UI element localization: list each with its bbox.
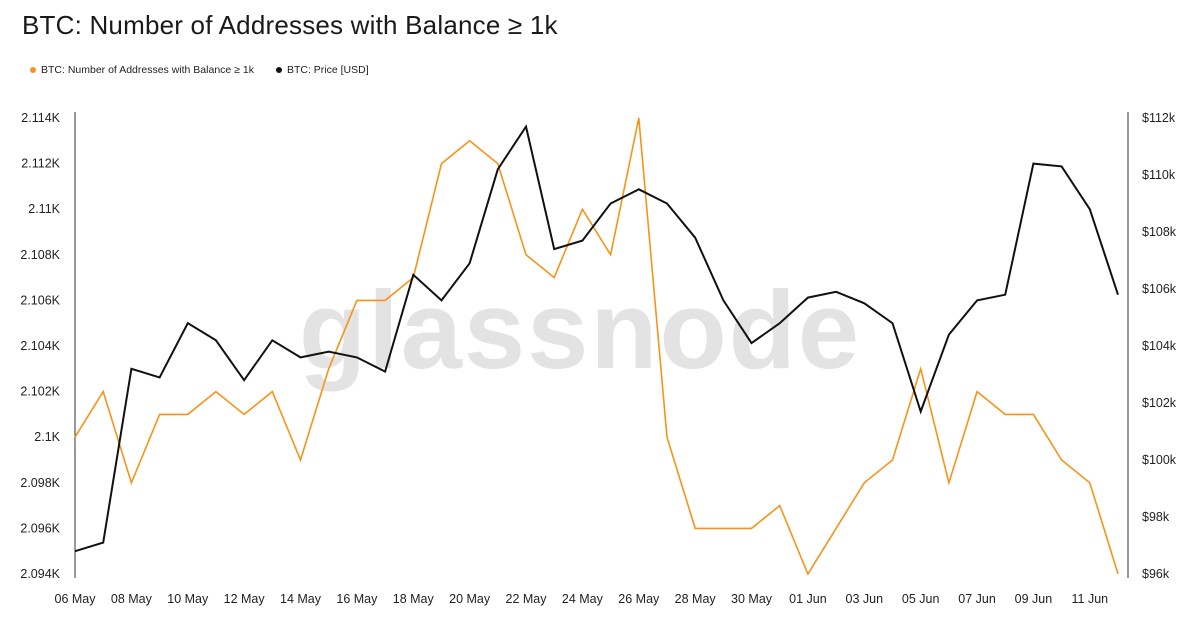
x-tick-label: 03 Jun (846, 592, 884, 606)
legend: BTC: Number of Addresses with Balance ≥ … (30, 64, 391, 76)
right-tick-label: $104k (1142, 339, 1177, 353)
x-tick-label: 06 May (55, 592, 97, 606)
x-tick-label: 05 Jun (902, 592, 940, 606)
x-tick-label: 08 May (111, 592, 153, 606)
legend-dot-price (275, 67, 282, 73)
right-tick-label: $100k (1142, 453, 1177, 467)
left-tick-label: 2.112K (21, 157, 60, 171)
left-tick-label: 2.096K (20, 521, 60, 535)
x-tick-label: 11 Jun (1072, 592, 1109, 606)
right-tick-label: $112k (1142, 111, 1176, 125)
series-layer (74, 117, 1119, 576)
x-tick-label: 14 May (280, 592, 322, 606)
left-tick-label: 2.1K (34, 430, 60, 444)
left-tick-label: 2.104K (20, 339, 60, 353)
watermark: glassnode (299, 269, 861, 392)
right-tick-label: $96k (1142, 567, 1170, 581)
legend-dot-addresses (30, 67, 36, 73)
x-tick-label: 12 May (224, 592, 266, 606)
legend-item-addresses[interactable]: BTC: Number of Addresses with Balance ≥ … (30, 64, 254, 76)
series-line-addresses (74, 117, 1119, 576)
right-tick-label: $106k (1142, 282, 1177, 296)
legend-label-price: BTC: Price [USD] (286, 64, 369, 76)
left-axis-ticks: 2.114K 2.112K 2.11K 2.108K 2.106K 2.104K 2.102… (20, 111, 60, 581)
right-tick-label: $102k (1142, 396, 1177, 410)
legend-label-addresses: BTC: Number of Addresses with Balance ≥ … (41, 64, 254, 76)
x-tick-label: 01 Jun (789, 592, 827, 606)
left-tick-label: 2.098K (20, 476, 60, 490)
right-tick-label: $98k (1142, 510, 1170, 524)
left-tick-label: 2.11K (28, 202, 60, 216)
left-tick-label: 2.094K (20, 567, 60, 581)
x-axis-ticks: 06 May 08 May 10 May 12 May 14 May 16 May 18 M… (55, 592, 1109, 606)
left-tick-label: 2.108K (20, 248, 60, 262)
legend-item-price[interactable]: BTC: Price [USD] (275, 64, 369, 76)
left-tick-label: 2.114K (21, 111, 60, 125)
x-tick-label: 28 May (675, 592, 717, 606)
x-tick-label: 09 Jun (1015, 592, 1053, 606)
x-tick-label: 07 Jun (958, 592, 996, 606)
x-tick-label: 20 May (449, 592, 491, 606)
right-tick-label: $110k (1142, 168, 1176, 182)
x-tick-label: 18 May (393, 592, 435, 606)
x-tick-label: 24 May (562, 592, 604, 606)
right-tick-label: $108k (1142, 225, 1177, 239)
right-axis-ticks: $112k $110k $108k $106k $104k $102k $100k $98k $… (1142, 111, 1177, 581)
axes (74, 112, 1129, 578)
chart-title: BTC: Number of Addresses with Balance ≥ … (22, 10, 558, 40)
left-tick-label: 2.106K (20, 293, 60, 307)
x-tick-label: 22 May (506, 592, 548, 606)
x-tick-label: 16 May (336, 592, 378, 606)
series-line-price (74, 124, 1119, 553)
x-tick-label: 26 May (618, 592, 660, 606)
left-tick-label: 2.102K (20, 385, 60, 399)
x-tick-label: 10 May (167, 592, 209, 606)
x-tick-label: 30 May (731, 592, 773, 606)
